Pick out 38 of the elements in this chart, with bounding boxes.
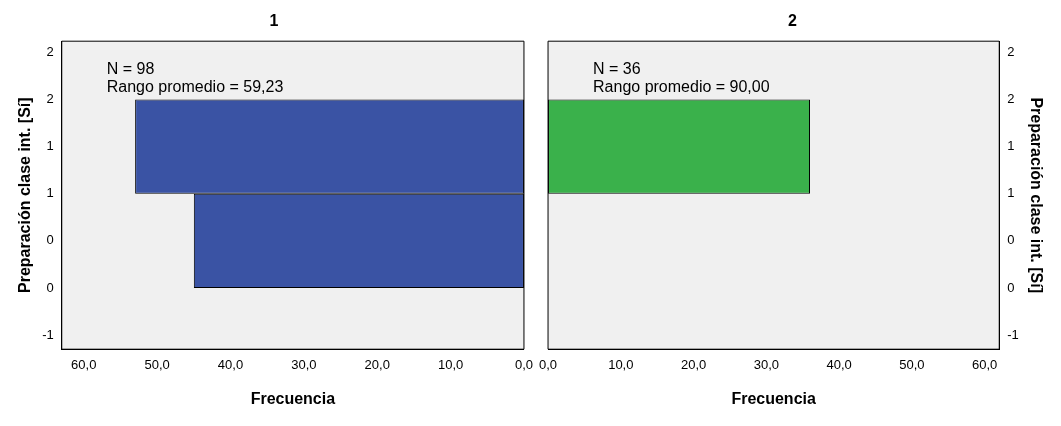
chart-title: 2	[788, 12, 798, 30]
x-tick-label: 0,0	[539, 356, 558, 372]
annotation: N = 98	[106, 59, 155, 77]
y-tick-label: 0	[1007, 232, 1015, 248]
annotation: N = 36	[593, 59, 641, 77]
y-tick-label: 1	[1007, 185, 1015, 201]
x-tick-label: 20,0	[680, 356, 707, 372]
x-tick-label: 30,0	[291, 356, 317, 372]
annotation: Rango promedio = 59,23	[106, 77, 284, 95]
y-tick-label: 1	[1007, 138, 1015, 154]
y-axis-title: Preparación clase int. [Sí]	[16, 97, 34, 294]
y-tick-label: 2	[1007, 44, 1015, 60]
x-tick-label: 60,0	[71, 356, 97, 372]
y-tick-label: 1	[46, 185, 54, 201]
y-axis-title: Preparación clase int. [Sí]	[1027, 97, 1045, 294]
y-tick-label: 0	[46, 232, 54, 248]
y-tick-label: 2	[46, 91, 54, 107]
x-axis-title: Frecuencia	[731, 389, 816, 407]
x-tick-label: 60,0	[972, 356, 998, 372]
y-tick-label: 2	[1007, 91, 1015, 107]
y-tick-label: -1	[42, 326, 54, 342]
y-tick-label: -1	[1007, 326, 1019, 342]
y-tick-label: 2	[46, 44, 54, 60]
x-tick-label: 0,0	[514, 356, 533, 372]
y-tick-label: 1	[46, 138, 54, 154]
y-tick-label: 0	[1007, 279, 1015, 295]
y-tick-label: 0	[46, 279, 54, 295]
x-tick-label: 50,0	[899, 356, 925, 372]
x-tick-label: 10,0	[437, 356, 464, 372]
x-tick-label: 50,0	[144, 356, 170, 372]
x-tick-label: 30,0	[753, 356, 780, 372]
annotation: Rango promedio = 90,00	[593, 77, 770, 95]
x-tick-label: 40,0	[217, 356, 244, 372]
x-axis-title: Frecuencia	[250, 389, 336, 407]
chart-title: 1	[269, 12, 279, 30]
x-tick-label: 40,0	[826, 356, 852, 372]
x-tick-label: 10,0	[608, 356, 634, 372]
x-tick-label: 20,0	[364, 356, 390, 372]
